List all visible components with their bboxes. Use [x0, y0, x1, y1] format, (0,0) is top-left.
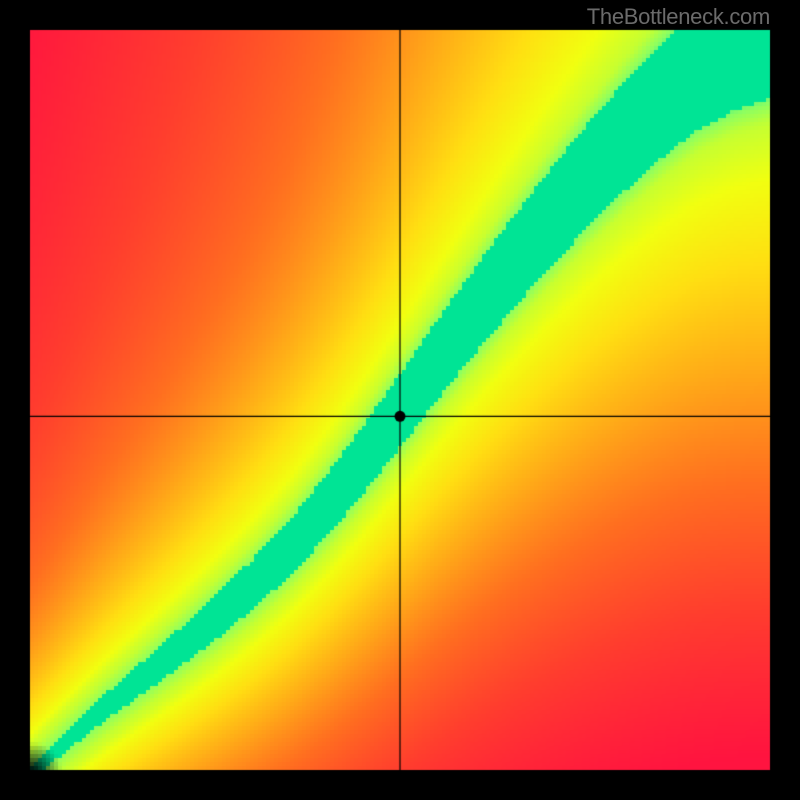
bottleneck-heatmap	[0, 0, 800, 800]
watermark-text: TheBottleneck.com	[587, 4, 770, 30]
chart-container: { "watermark": { "text": "TheBottleneck.…	[0, 0, 800, 800]
